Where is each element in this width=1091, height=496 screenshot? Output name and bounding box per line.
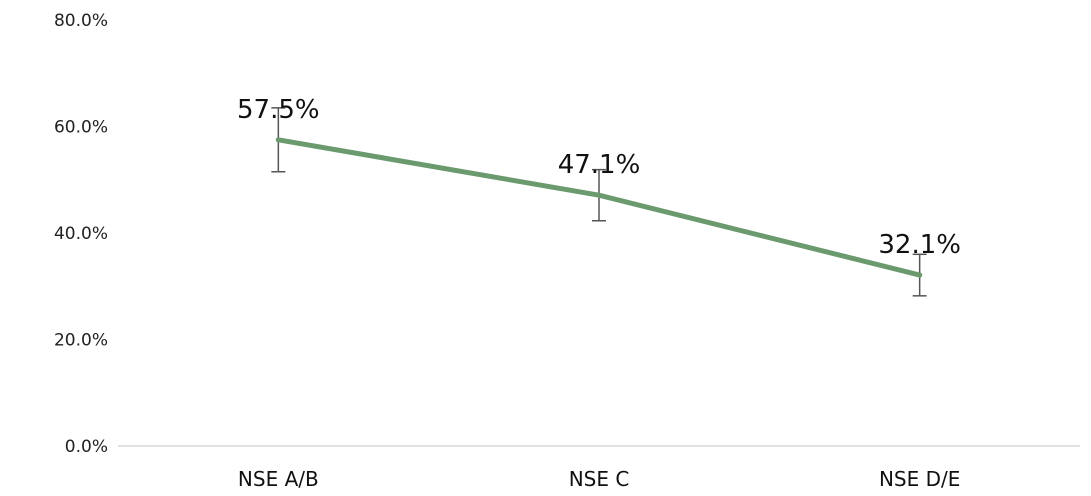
data-label: 32.1% [878, 230, 961, 260]
y-tick-label: 0.0% [65, 437, 108, 457]
x-category-label: NSE A/B [238, 467, 319, 491]
y-tick-label: 60.0% [54, 118, 108, 138]
data-point [596, 192, 602, 198]
data-label: 47.1% [558, 150, 641, 180]
y-tick-label: 20.0% [54, 331, 108, 351]
data-point [917, 272, 923, 278]
y-tick-label: 40.0% [54, 224, 108, 244]
data-label: 57.5% [237, 95, 320, 125]
x-category-label: NSE C [569, 467, 630, 491]
y-tick-label: 80.0% [54, 11, 108, 31]
data-point [275, 137, 281, 143]
x-category-label: NSE D/E [879, 467, 960, 491]
